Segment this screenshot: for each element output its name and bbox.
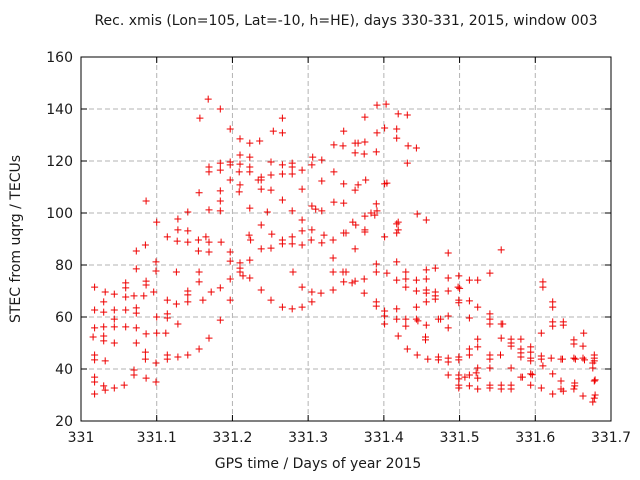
x-tick-label: 331.1: [137, 430, 177, 446]
y-axis-label: STEC from uqrg / TECUs: [8, 155, 24, 323]
plot-frame: [80, 56, 612, 422]
x-tick-label: 331.3: [288, 430, 328, 446]
x-tick-label: 331.6: [515, 430, 555, 446]
chart-title: Rec. xmis (Lon=105, Lat=-10, h=HE), days…: [94, 13, 597, 29]
y-tick-label: 160: [46, 50, 73, 66]
y-tick-label: 60: [55, 310, 73, 326]
x-tick-label: 331.7: [591, 430, 631, 446]
axis-tick-marks: [80, 56, 612, 422]
y-tick-label: 80: [55, 258, 73, 274]
y-tick-labels: 20 40 60 80 100 120 140 160: [46, 50, 73, 430]
x-axis-label: GPS time / Days of year 2015: [215, 456, 422, 472]
y-tick-label: 40: [55, 362, 73, 378]
x-tick-label: 331.2: [212, 430, 252, 446]
y-tick-label: 100: [46, 206, 73, 222]
y-tick-label: 120: [46, 154, 73, 170]
y-tick-label: 20: [55, 414, 73, 430]
x-tick-label: 331.5: [440, 430, 480, 446]
y-tick-label: 140: [46, 102, 73, 118]
x-tick-label: 331: [68, 430, 95, 446]
grid-lines: [81, 57, 611, 421]
x-tick-label: 331.4: [364, 430, 404, 446]
data-points: [89, 95, 599, 406]
x-tick-labels: 331 331.1 331.2 331.3 331.4 331.5 331.6 331.7: [68, 430, 631, 446]
scatter-markers: [89, 95, 599, 406]
